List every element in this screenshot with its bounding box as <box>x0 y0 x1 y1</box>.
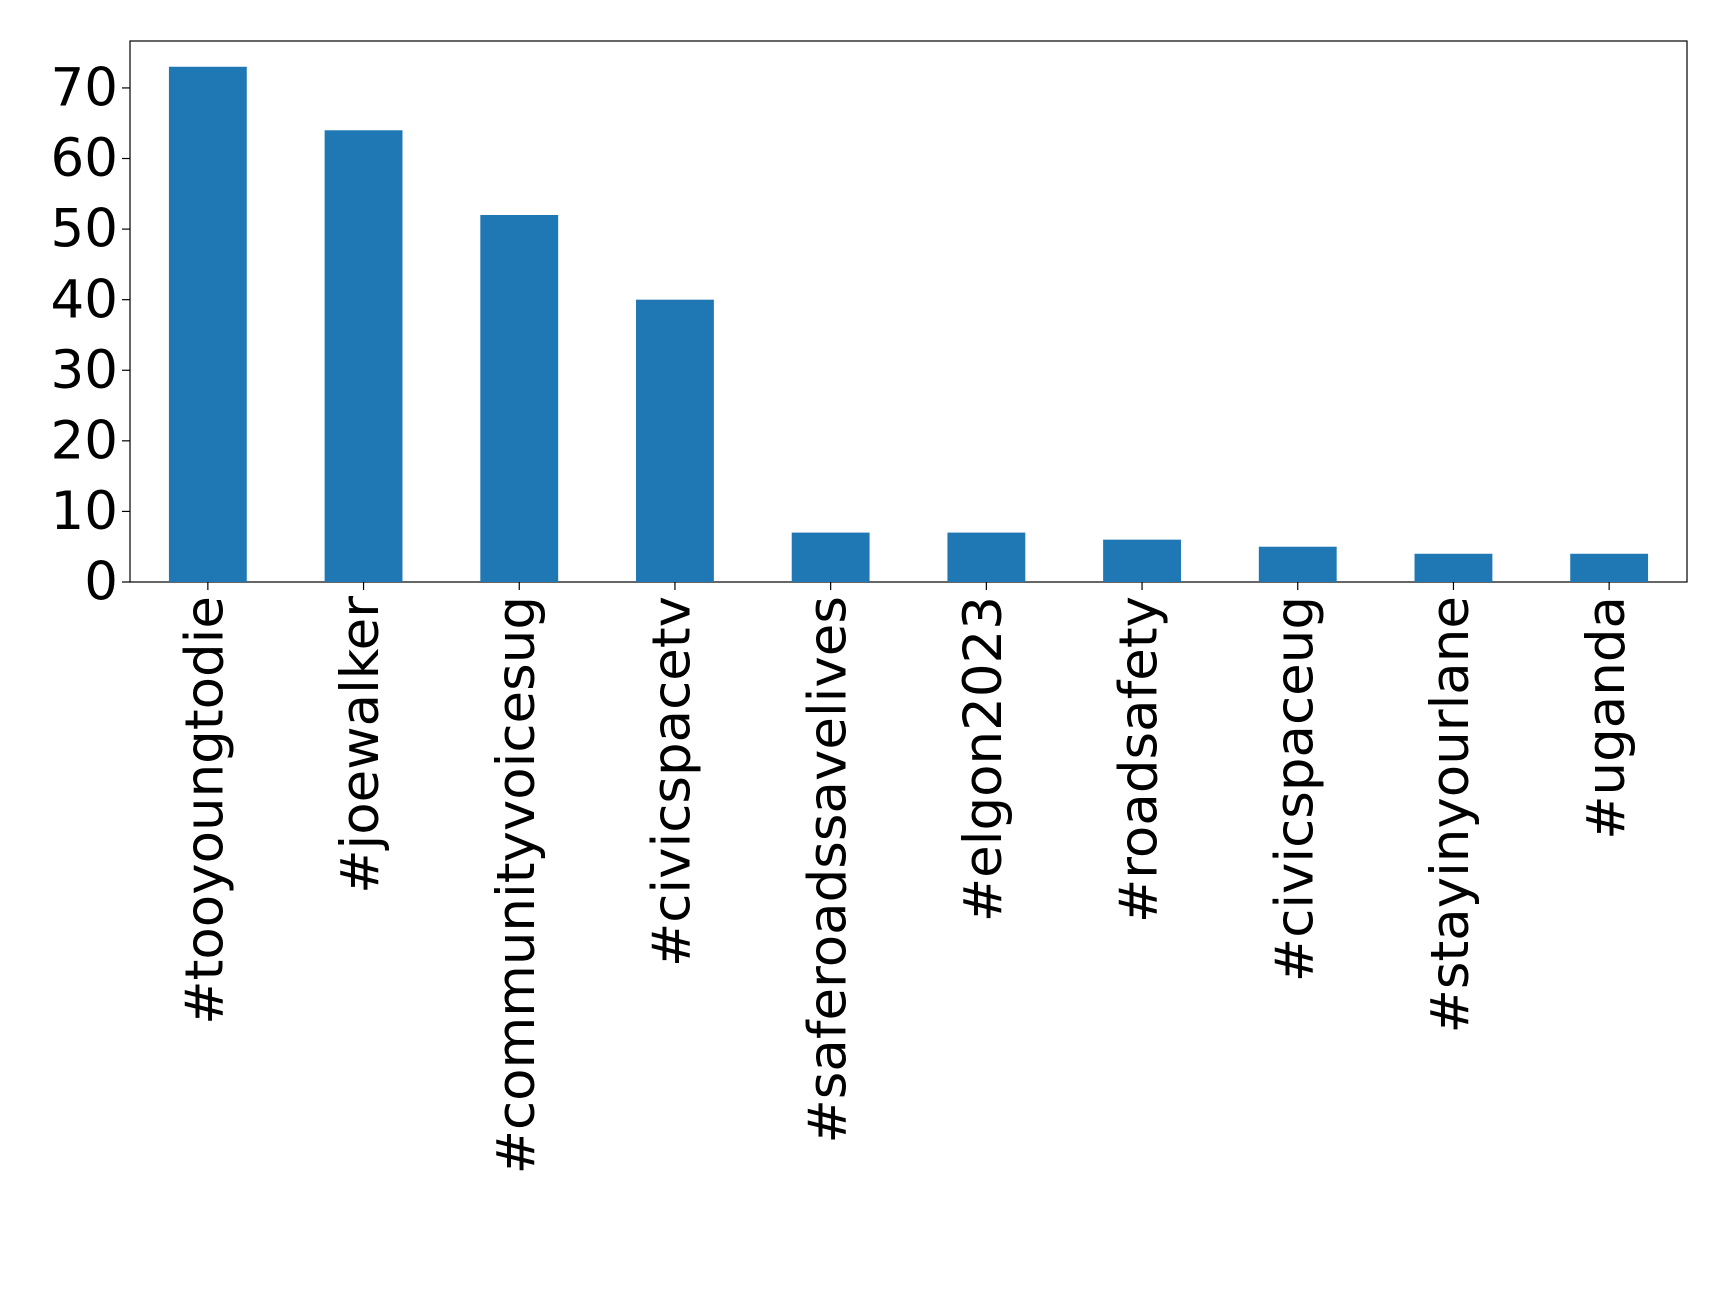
x-tick-label: #tooyoungtodie <box>174 596 235 1025</box>
x-tick-label: #joewalker <box>330 596 391 894</box>
y-tick-label: 40 <box>51 269 118 330</box>
bar <box>324 130 403 582</box>
y-tick-label: 70 <box>51 58 118 119</box>
bar <box>947 532 1026 582</box>
y-tick-label: 30 <box>51 340 118 401</box>
y-tick-label: 0 <box>84 552 118 613</box>
y-tick-label: 10 <box>51 481 118 542</box>
y-tick-label: 50 <box>51 199 118 260</box>
y-tick-label: 20 <box>51 410 118 471</box>
y-tick-label: 60 <box>51 128 118 189</box>
bar <box>168 66 247 582</box>
x-tick-label: #elgon2023 <box>953 596 1014 922</box>
plot-frame <box>129 40 1688 583</box>
bar <box>1258 546 1337 582</box>
x-tick-label: #roadsafety <box>1109 596 1170 923</box>
bar <box>1103 539 1181 582</box>
x-tick-label: #saferoadssavelives <box>797 596 858 1144</box>
x-tick-label: #stayinyourlane <box>1420 596 1481 1034</box>
x-tick-label: #communityvoicesug <box>486 596 547 1174</box>
bar <box>480 214 559 582</box>
bar <box>1570 553 1649 582</box>
bar <box>1414 553 1493 582</box>
bar <box>791 532 870 582</box>
x-tick-label: #uganda <box>1576 596 1637 840</box>
x-tick-label: #civicspacetv <box>642 596 703 967</box>
x-tick-label: #civicspaceug <box>1264 596 1325 982</box>
bar <box>636 299 714 582</box>
